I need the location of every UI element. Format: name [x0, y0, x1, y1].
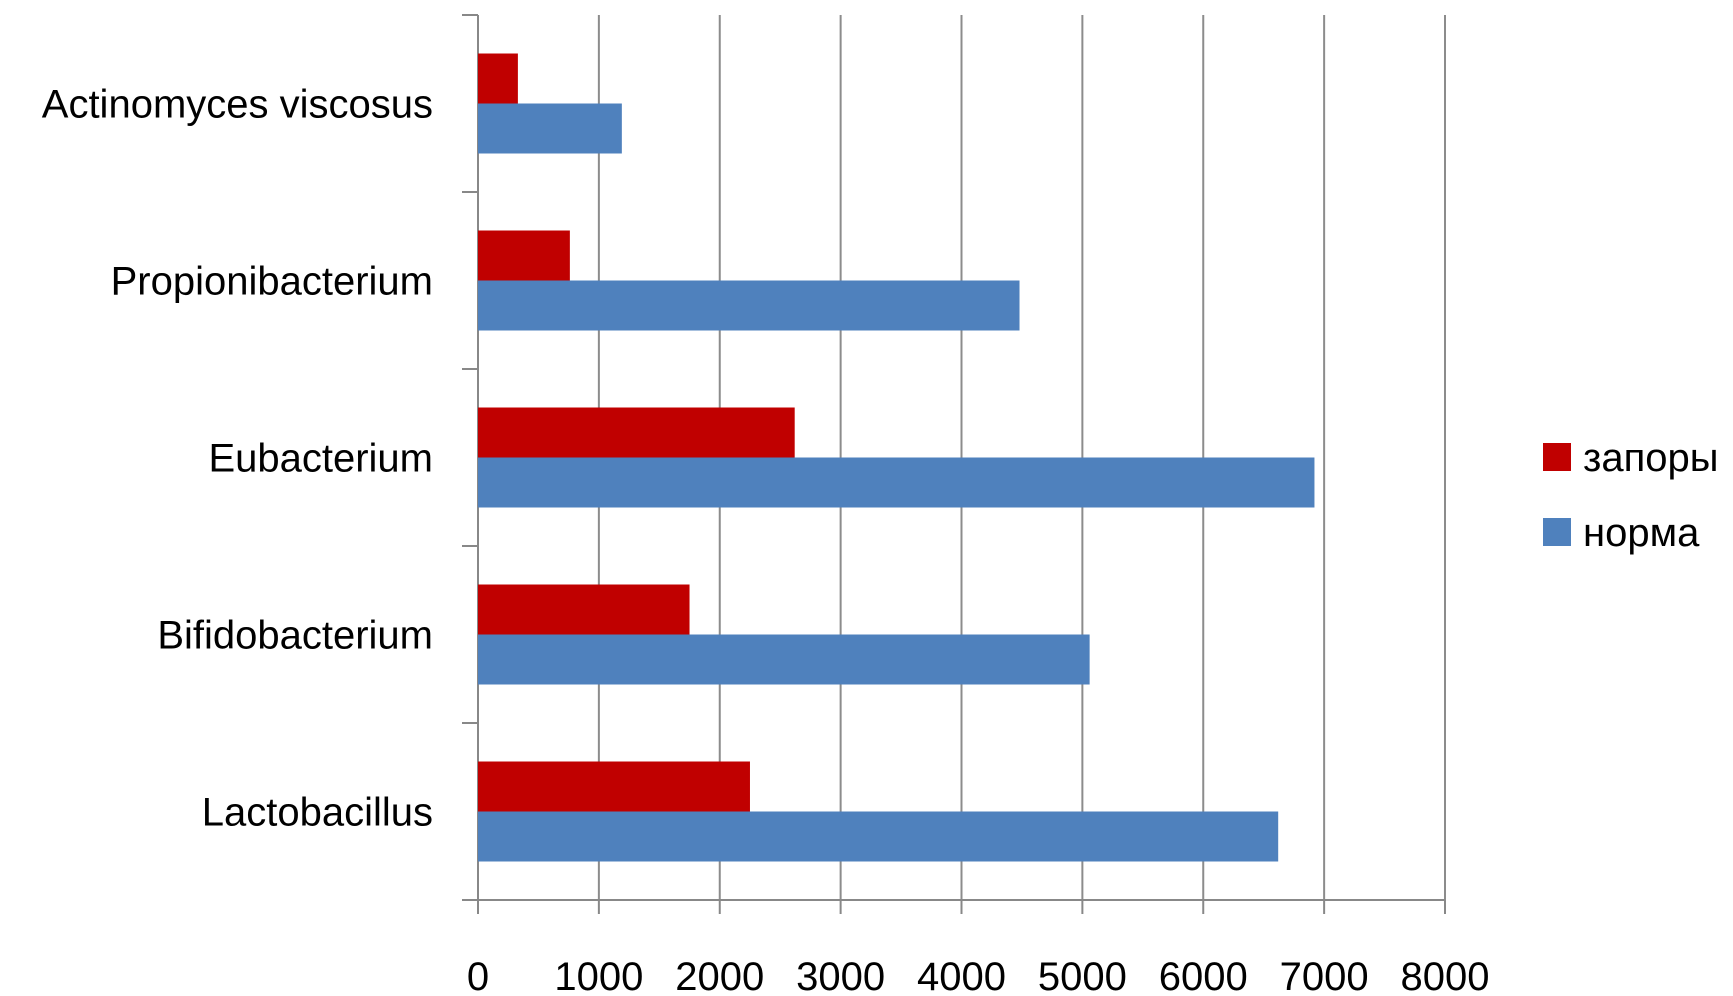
- bar-bifidobacterium-series-1: [478, 584, 690, 635]
- category-label: Lactobacillus: [202, 791, 433, 835]
- x-tick-label: 6000: [1159, 955, 1248, 996]
- x-tick-label: 8000: [1401, 955, 1490, 996]
- bar-lactobacillus-series-2: [478, 811, 1279, 862]
- legend-label: запоры: [1583, 436, 1719, 480]
- x-tick-label: 0: [467, 955, 489, 996]
- bar-lactobacillus-series-1: [478, 761, 750, 812]
- legend: запоры норма: [1543, 436, 1719, 555]
- x-tick-label: 2000: [675, 955, 764, 996]
- x-tick-label: 1000: [554, 955, 643, 996]
- legend-label: норма: [1583, 511, 1700, 555]
- bar-eubacterium-series-1: [478, 407, 795, 458]
- x-tick-label: 7000: [1280, 955, 1369, 996]
- category-label: Actinomyces viscosus: [42, 83, 433, 127]
- bars: [478, 53, 1315, 862]
- x-tick-label: 3000: [796, 955, 885, 996]
- x-tick-label: 4000: [917, 955, 1006, 996]
- bar-eubacterium-series-2: [478, 457, 1315, 508]
- bar-bifidobacterium-series-2: [478, 634, 1090, 685]
- category-label: Eubacterium: [208, 437, 433, 481]
- value-tick-labels: 0 1000 2000 3000 4000 5000 6000 7000 8000: [467, 955, 1490, 996]
- x-tick-label: 5000: [1038, 955, 1127, 996]
- bar-actinomyces-viscosus-series-2: [478, 103, 622, 154]
- bar-propionibacterium-series-1: [478, 230, 570, 281]
- category-label: Propionibacterium: [111, 260, 433, 304]
- legend-swatch: [1543, 518, 1571, 546]
- bar-actinomyces-viscosus-series-1: [478, 53, 518, 104]
- bar-propionibacterium-series-2: [478, 280, 1020, 331]
- category-label: Bifidobacterium: [157, 614, 433, 658]
- legend-swatch: [1543, 443, 1571, 471]
- category-labels: Lactobacillus Bifidobacterium Eubacterium P…: [42, 83, 433, 835]
